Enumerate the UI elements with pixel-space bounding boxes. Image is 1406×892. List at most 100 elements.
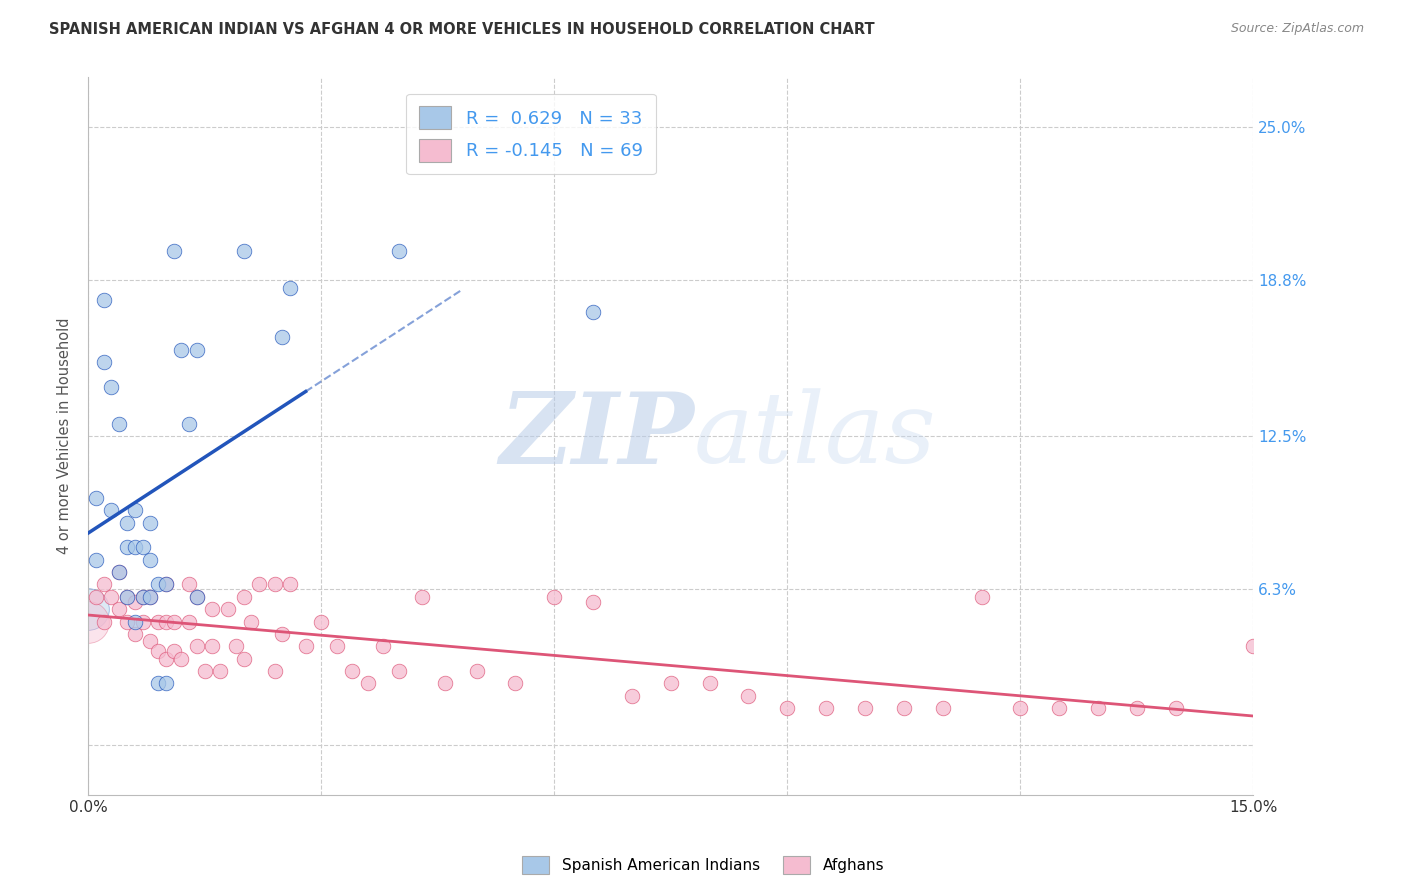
Point (146, 615, 169, 629)
Point (247, 577, 270, 591)
Y-axis label: 4 or more Vehicles in Household: 4 or more Vehicles in Household (58, 318, 72, 554)
Text: atlas: atlas (695, 388, 936, 483)
Point (232, 590, 254, 604)
Point (505, 676, 527, 690)
Point (139, 634, 162, 648)
Point (373, 640, 395, 654)
Point (124, 615, 146, 629)
Point (893, 701, 915, 715)
Point (93, 293, 115, 307)
Point (388, 664, 411, 678)
Point (931, 701, 953, 715)
Point (100, 590, 122, 604)
Point (240, 615, 263, 629)
Point (139, 590, 162, 604)
Point (162, 644, 184, 658)
Point (124, 503, 146, 517)
Point (84, 553, 107, 567)
Point (543, 590, 565, 604)
Point (263, 664, 285, 678)
Point (162, 244, 184, 258)
Point (465, 664, 488, 678)
Point (232, 244, 254, 258)
Point (108, 602, 131, 616)
Point (115, 516, 138, 530)
Point (411, 590, 433, 604)
Point (108, 417, 131, 431)
Point (201, 640, 224, 654)
Point (84, 491, 107, 505)
Point (186, 640, 208, 654)
Point (77, 602, 100, 616)
Point (217, 602, 239, 616)
Point (776, 701, 799, 715)
Point (131, 590, 153, 604)
Point (84, 590, 107, 604)
Point (271, 330, 294, 344)
Point (1126, 701, 1149, 715)
Point (201, 602, 224, 616)
Point (162, 615, 184, 629)
Point (155, 615, 177, 629)
Point (139, 553, 162, 567)
Point (209, 664, 232, 678)
Point (139, 590, 162, 604)
Point (326, 640, 349, 654)
Point (225, 640, 247, 654)
Point (186, 590, 208, 604)
Legend: R =  0.629   N = 33, R = -0.145   N = 69: R = 0.629 N = 33, R = -0.145 N = 69 (406, 94, 655, 174)
Legend: Spanish American Indians, Afghans: Spanish American Indians, Afghans (516, 850, 890, 880)
Point (179, 615, 201, 629)
Point (1164, 701, 1187, 715)
Point (357, 676, 380, 690)
Point (93, 355, 115, 369)
Point (271, 627, 294, 641)
Point (970, 590, 993, 604)
Point (93, 577, 115, 591)
Point (115, 541, 138, 555)
Point (186, 343, 208, 357)
Point (77, 615, 100, 629)
Point (659, 676, 682, 690)
Point (146, 577, 169, 591)
Point (124, 595, 146, 609)
Text: SPANISH AMERICAN INDIAN VS AFGHAN 4 OR MORE VEHICLES IN HOUSEHOLD CORRELATION CH: SPANISH AMERICAN INDIAN VS AFGHAN 4 OR M… (49, 22, 875, 37)
Text: Source: ZipAtlas.com: Source: ZipAtlas.com (1230, 22, 1364, 36)
Point (278, 577, 301, 591)
Point (232, 651, 254, 665)
Point (131, 590, 153, 604)
Text: ZIP: ZIP (499, 388, 695, 484)
Point (294, 640, 316, 654)
Point (146, 644, 169, 658)
Point (146, 676, 169, 690)
Point (620, 689, 643, 703)
Point (115, 590, 138, 604)
Point (853, 701, 876, 715)
Point (100, 379, 122, 393)
Point (342, 664, 364, 678)
Point (155, 651, 177, 665)
Point (93, 615, 115, 629)
Point (170, 343, 193, 357)
Point (155, 676, 177, 690)
Point (108, 565, 131, 579)
Point (100, 503, 122, 517)
Point (131, 541, 153, 555)
Point (1010, 701, 1032, 715)
Point (131, 615, 153, 629)
Point (155, 577, 177, 591)
Point (179, 577, 201, 591)
Point (155, 577, 177, 591)
Point (263, 577, 285, 591)
Point (582, 595, 605, 609)
Point (108, 565, 131, 579)
Point (186, 590, 208, 604)
Point (1047, 701, 1070, 715)
Point (815, 701, 838, 715)
Point (699, 676, 721, 690)
Point (434, 676, 457, 690)
Point (115, 590, 138, 604)
Point (194, 664, 217, 678)
Point (124, 627, 146, 641)
Point (170, 651, 193, 665)
